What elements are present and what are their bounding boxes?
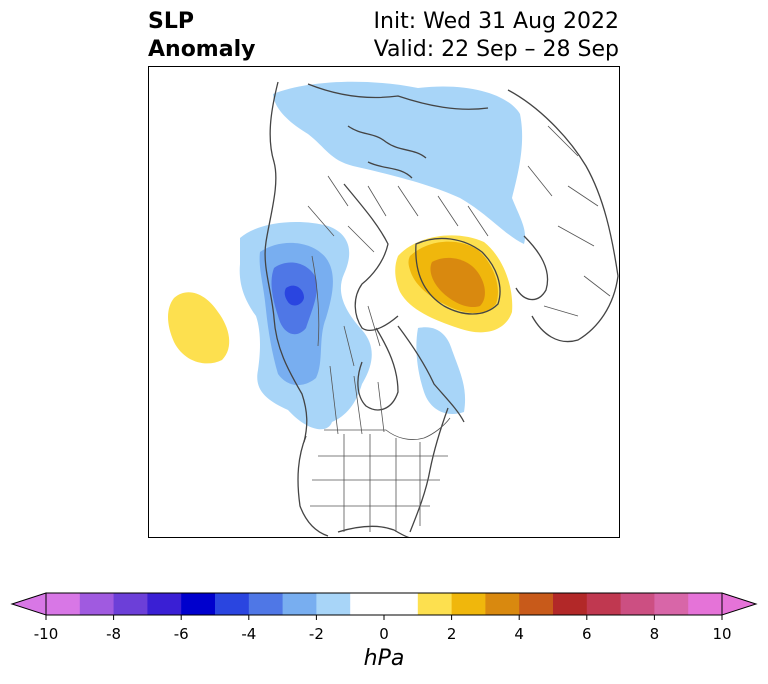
colorbar-cell [147,593,182,615]
border-arctic-grid [307,175,489,253]
colorbar-cell [586,593,622,615]
title-left: SLP Anomaly [148,8,255,64]
coastline-labrador [397,325,465,423]
init-date: Init: Wed 31 Aug 2022 [373,9,619,34]
colorbar-tick-label: -2 [308,625,324,643]
colorbar-cell [620,593,655,615]
border-canada-usa [324,417,451,440]
negative-anomaly-min-fill [284,285,304,306]
colorbar-cell [384,593,419,615]
colorbar-cell [248,593,284,615]
coastline-eurasia [507,89,619,343]
variable-type: Anomaly [148,37,256,62]
colorbar-tick-label: -4 [241,625,257,643]
coastline-arctic-islands [347,125,427,179]
colorbar-cells [46,593,723,615]
map-panel [148,66,620,538]
colorbar-cell [350,593,385,615]
colorbar-tick-label: -6 [173,625,189,643]
colorbar-tick-label: 0 [379,625,389,643]
colorbar-cell [688,593,723,615]
border-provinces [329,305,385,435]
colorbar-tick-label: 6 [582,625,592,643]
border-eurasia [527,125,611,317]
colorbar [10,592,758,620]
colorbar-tick-label: 10 [712,625,732,643]
colorbar-ticks [45,615,723,620]
colorbar-cell [181,593,216,615]
colorbar-cell [215,593,250,615]
coastline-greenland [415,237,501,315]
border-alaska-canada [311,255,320,347]
variable-name: SLP [148,9,194,34]
colorbar-tick-label: 4 [514,625,524,643]
colorbar-extend-high [721,592,758,616]
colorbar-cell [553,593,588,615]
colorbar-unit: hPa [363,646,405,671]
map-frame [148,66,620,538]
coastlines [264,81,619,538]
coastline-usa-west [297,435,329,537]
colorbar-cell [316,593,351,615]
border-us-states [310,434,448,532]
anomaly-fills [168,81,526,430]
colorbar-tick-label: 2 [446,625,457,643]
title-right: Init: Wed 31 Aug 2022 Valid: 22 Sep – 28… [374,8,619,64]
negative-anomaly-arctic-fill [273,81,526,244]
coastline-scandinavia [515,235,549,301]
valid-range: Valid: 22 Sep – 28 Sep [373,37,619,62]
colorbar-tick-label: -10 [33,625,59,643]
coastline-alaska-bc [264,81,308,443]
borders [307,125,611,532]
colorbar-cell [485,593,520,615]
colorbar-cell [654,593,689,615]
colorbar-extend-low [10,592,47,616]
negative-anomaly-east-fill [416,327,466,414]
colorbar-cell [46,593,81,615]
colorbar-tick-label: -8 [106,625,122,643]
colorbar-cell [282,593,317,615]
positive-anomaly-pacific-fill [168,292,230,364]
colorbar-tick-label: 8 [649,625,660,643]
positive-anomaly-core-fill [430,257,485,308]
coastline-hudson-bay [357,327,399,411]
coastline-siberia [307,83,489,110]
colorbar-cell [519,593,554,615]
colorbar-cell [417,593,453,615]
colorbar-cell [113,593,148,615]
coastline-arctic-canada [343,183,399,331]
colorbar-cell [451,593,486,615]
colorbar-cell [79,593,115,615]
